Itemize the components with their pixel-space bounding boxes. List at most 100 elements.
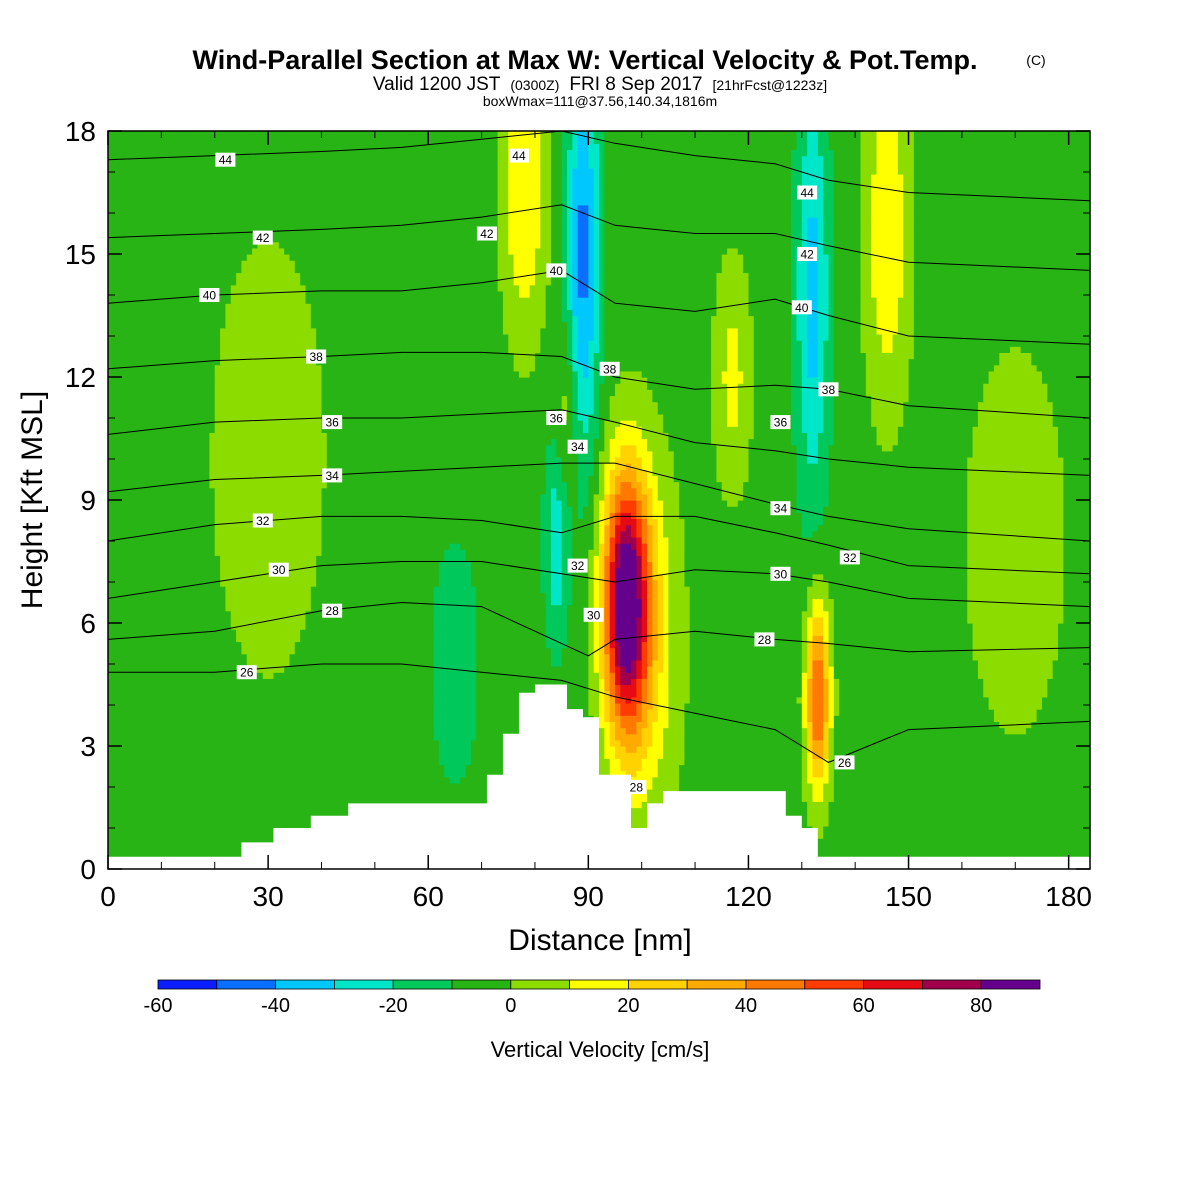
velocity-cell [545, 444, 557, 452]
velocity-cell [252, 247, 285, 255]
velocity-cell [860, 192, 872, 200]
velocity-cell [823, 696, 830, 704]
velocity-cell [561, 186, 568, 194]
velocity-cell [689, 635, 803, 643]
velocity-cell [967, 500, 1064, 507]
velocity-cell [561, 500, 568, 507]
velocity-cell [588, 161, 600, 169]
velocity-cell [438, 758, 472, 766]
velocity-cell [1063, 500, 1090, 507]
colorbar-label: 80 [970, 995, 992, 1017]
velocity-cell [823, 709, 830, 716]
velocity-cell [641, 463, 653, 470]
velocity-cell [577, 155, 589, 163]
velocity-cell [444, 555, 467, 563]
velocity-cell [599, 395, 611, 403]
velocity-cell [823, 364, 835, 372]
velocity-cell [657, 684, 669, 692]
velocity-cell [108, 524, 216, 532]
velocity-cell [641, 616, 648, 624]
velocity-cell [321, 395, 563, 403]
velocity-cell [534, 358, 568, 366]
velocity-cell [860, 143, 878, 151]
velocity-cell [988, 702, 1043, 710]
velocity-cell [801, 223, 808, 230]
velocity-cell [871, 420, 904, 427]
velocity-cell [326, 463, 547, 470]
velocity-cell [599, 573, 605, 581]
velocity-cell [823, 659, 830, 667]
velocity-cell [545, 469, 563, 476]
velocity-cell [652, 678, 659, 686]
velocity-cell [593, 389, 600, 397]
velocity-cell [647, 573, 653, 581]
velocity-cell [807, 309, 819, 317]
velocity-cell [572, 407, 579, 415]
velocity-cell [636, 506, 643, 513]
velocity-cell [817, 370, 824, 378]
theta-contour-36 [108, 409, 1090, 476]
velocity-cell [1041, 377, 1090, 384]
velocity-cell [566, 333, 573, 341]
velocity-cell [791, 340, 803, 347]
velocity-cell [668, 616, 691, 624]
velocity-cell [604, 561, 611, 569]
velocity-cell [1063, 555, 1090, 563]
velocity-cell [316, 333, 509, 341]
velocity-cell [972, 426, 1059, 433]
velocity-cell [652, 524, 659, 532]
velocity-cell [577, 266, 589, 274]
velocity-cell [812, 770, 824, 778]
velocity-cell [433, 709, 477, 716]
velocity-cell [647, 666, 653, 673]
velocity-cell [108, 149, 499, 157]
velocity-cell [540, 180, 552, 187]
velocity-cell [657, 770, 680, 778]
velocity-cell [913, 297, 1090, 304]
velocity-cell [689, 610, 803, 618]
velocity-cell [497, 149, 509, 157]
theta-label-text: 38 [603, 362, 617, 376]
velocity-cell [508, 167, 541, 175]
velocity-cell [599, 420, 605, 427]
velocity-cell [108, 346, 221, 353]
velocity-cell [657, 635, 664, 643]
velocity-cell [801, 623, 808, 630]
velocity-cell [801, 789, 814, 796]
colorbar-swatch [333, 979, 394, 990]
velocity-cell [220, 352, 317, 360]
velocity-cell [823, 407, 835, 415]
velocity-cell [230, 284, 307, 292]
velocity-cell [871, 210, 904, 218]
y-tick-label: 9 [80, 485, 96, 516]
y-axis-label: Height [Kft MSL] [16, 391, 49, 609]
velocity-cell [108, 610, 232, 618]
velocity-cell [807, 641, 814, 649]
velocity-cell [108, 463, 211, 470]
velocity-cell [599, 690, 605, 698]
velocity-cell [566, 327, 573, 335]
velocity-cell [588, 217, 595, 224]
velocity-cell [807, 450, 819, 458]
velocity-cell [860, 198, 872, 206]
velocity-cell [572, 229, 579, 237]
velocity-cell [609, 481, 616, 489]
velocity-cell [967, 493, 1064, 501]
velocity-cell [972, 432, 1059, 440]
velocity-cell [108, 229, 499, 237]
velocity-cell [967, 463, 1064, 470]
velocity-cell [599, 579, 605, 587]
velocity-cell [620, 370, 643, 378]
colorbar-label: 0 [505, 995, 516, 1017]
velocity-cell [791, 420, 803, 427]
velocity-cell [599, 659, 605, 667]
velocity-cell [647, 641, 653, 649]
velocity-cell [599, 272, 605, 280]
velocity-cell [572, 272, 579, 280]
velocity-cell [876, 438, 899, 446]
velocity-cell [711, 383, 728, 390]
colorbar-swatch [275, 979, 335, 990]
velocity-cell [641, 426, 664, 433]
velocity-cell [737, 395, 755, 403]
velocity-cell [807, 131, 819, 138]
